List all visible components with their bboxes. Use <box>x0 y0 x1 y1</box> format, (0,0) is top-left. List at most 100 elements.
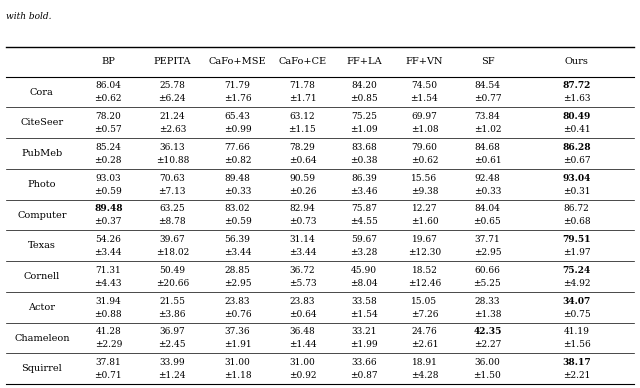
Text: Cora: Cora <box>30 88 54 97</box>
Text: ±0.92: ±0.92 <box>289 371 316 380</box>
Text: ±12.30: ±12.30 <box>408 248 441 257</box>
Text: ±0.38: ±0.38 <box>351 156 378 165</box>
Text: 80.49: 80.49 <box>563 112 591 121</box>
Text: 31.00: 31.00 <box>289 358 316 367</box>
Text: ±8.78: ±8.78 <box>159 217 186 226</box>
Text: ±0.82: ±0.82 <box>224 156 252 165</box>
Text: 70.63: 70.63 <box>159 174 185 183</box>
Text: 89.48: 89.48 <box>94 204 123 213</box>
Text: 33.66: 33.66 <box>351 358 377 367</box>
Text: ±1.15: ±1.15 <box>289 125 316 134</box>
Text: 63.25: 63.25 <box>159 204 185 213</box>
Text: 89.48: 89.48 <box>225 174 250 183</box>
Text: 36.48: 36.48 <box>289 327 316 336</box>
Text: ±1.56: ±1.56 <box>563 340 590 349</box>
Text: SF: SF <box>481 57 494 66</box>
Text: ±3.46: ±3.46 <box>351 187 378 196</box>
Text: ±1.02: ±1.02 <box>474 125 501 134</box>
Text: 36.97: 36.97 <box>159 327 185 336</box>
Text: ±1.09: ±1.09 <box>351 125 378 134</box>
Text: 75.87: 75.87 <box>351 204 377 213</box>
Text: ±0.65: ±0.65 <box>474 217 501 226</box>
Text: 78.29: 78.29 <box>289 143 316 152</box>
Text: 69.97: 69.97 <box>412 112 437 121</box>
Text: 23.83: 23.83 <box>225 296 250 306</box>
Text: ±10.88: ±10.88 <box>156 156 189 165</box>
Text: 92.48: 92.48 <box>475 174 500 183</box>
Text: ±0.75: ±0.75 <box>563 310 590 319</box>
Text: 15.05: 15.05 <box>412 296 438 306</box>
Text: ±3.28: ±3.28 <box>351 248 378 257</box>
Text: ±0.62: ±0.62 <box>95 94 122 103</box>
Text: 36.72: 36.72 <box>290 266 316 275</box>
Text: ±0.71: ±0.71 <box>95 371 122 380</box>
Text: 39.67: 39.67 <box>159 235 185 244</box>
Text: 25.78: 25.78 <box>159 81 185 90</box>
Text: ±1.76: ±1.76 <box>224 94 252 103</box>
Text: 73.84: 73.84 <box>475 112 500 121</box>
Text: 12.27: 12.27 <box>412 204 437 213</box>
Text: ±7.13: ±7.13 <box>159 187 186 196</box>
Text: ±20.66: ±20.66 <box>156 279 189 288</box>
Text: 77.66: 77.66 <box>225 143 250 152</box>
Text: ±1.44: ±1.44 <box>289 340 316 349</box>
Text: ±0.61: ±0.61 <box>474 156 501 165</box>
Text: Ours: Ours <box>564 57 588 66</box>
Text: 71.31: 71.31 <box>95 266 121 275</box>
Text: ±2.61: ±2.61 <box>411 340 438 349</box>
Text: 28.33: 28.33 <box>475 296 500 306</box>
Text: Chameleon: Chameleon <box>14 334 70 343</box>
Text: ±0.64: ±0.64 <box>289 310 316 319</box>
Text: ±0.67: ±0.67 <box>563 156 590 165</box>
Text: 19.67: 19.67 <box>412 235 437 244</box>
Text: ±2.95: ±2.95 <box>474 248 501 257</box>
Text: ±2.63: ±2.63 <box>159 125 186 134</box>
Text: ±2.27: ±2.27 <box>474 340 501 349</box>
Text: 50.49: 50.49 <box>159 266 186 275</box>
Text: PEPITA: PEPITA <box>154 57 191 66</box>
Text: ±2.29: ±2.29 <box>95 340 122 349</box>
Text: ±1.54: ±1.54 <box>410 94 438 103</box>
Text: ±0.62: ±0.62 <box>411 156 438 165</box>
Text: 93.03: 93.03 <box>95 174 121 183</box>
Text: 18.52: 18.52 <box>412 266 437 275</box>
Text: ±2.45: ±2.45 <box>159 340 186 349</box>
Text: 34.07: 34.07 <box>563 296 591 306</box>
Text: ±1.50: ±1.50 <box>474 371 501 380</box>
Text: FF+LA: FF+LA <box>346 57 382 66</box>
Text: ±0.33: ±0.33 <box>224 187 252 196</box>
Text: 86.04: 86.04 <box>95 81 121 90</box>
Text: 85.24: 85.24 <box>95 143 121 152</box>
Text: 86.72: 86.72 <box>564 204 589 213</box>
Text: 54.26: 54.26 <box>95 235 121 244</box>
Text: ±18.02: ±18.02 <box>156 248 189 257</box>
Text: 37.71: 37.71 <box>475 235 500 244</box>
Text: CaFo+CE: CaFo+CE <box>278 57 326 66</box>
Text: 23.83: 23.83 <box>290 296 315 306</box>
Text: Cornell: Cornell <box>24 272 60 281</box>
Text: 36.13: 36.13 <box>159 143 185 152</box>
Text: ±0.59: ±0.59 <box>95 187 122 196</box>
Text: 82.94: 82.94 <box>289 204 316 213</box>
Text: 37.36: 37.36 <box>225 327 250 336</box>
Text: 33.58: 33.58 <box>351 296 377 306</box>
Text: 78.20: 78.20 <box>95 112 121 121</box>
Text: 21.55: 21.55 <box>159 296 186 306</box>
Text: ±1.08: ±1.08 <box>411 125 438 134</box>
Text: ±1.24: ±1.24 <box>159 371 186 380</box>
Text: ±3.44: ±3.44 <box>224 248 252 257</box>
Text: 90.59: 90.59 <box>289 174 316 183</box>
Text: 21.24: 21.24 <box>159 112 185 121</box>
Text: ±1.97: ±1.97 <box>563 248 590 257</box>
Text: ±6.24: ±6.24 <box>159 94 186 103</box>
Text: ±0.37: ±0.37 <box>95 217 122 226</box>
Text: Photo: Photo <box>28 180 56 189</box>
Text: ±1.60: ±1.60 <box>411 217 438 226</box>
Text: 84.54: 84.54 <box>474 81 500 90</box>
Text: Texas: Texas <box>28 241 56 250</box>
Text: ±1.38: ±1.38 <box>474 310 501 319</box>
Text: ±0.73: ±0.73 <box>289 217 316 226</box>
Text: 86.39: 86.39 <box>351 174 377 183</box>
Text: 71.78: 71.78 <box>289 81 316 90</box>
Text: 84.04: 84.04 <box>474 204 500 213</box>
